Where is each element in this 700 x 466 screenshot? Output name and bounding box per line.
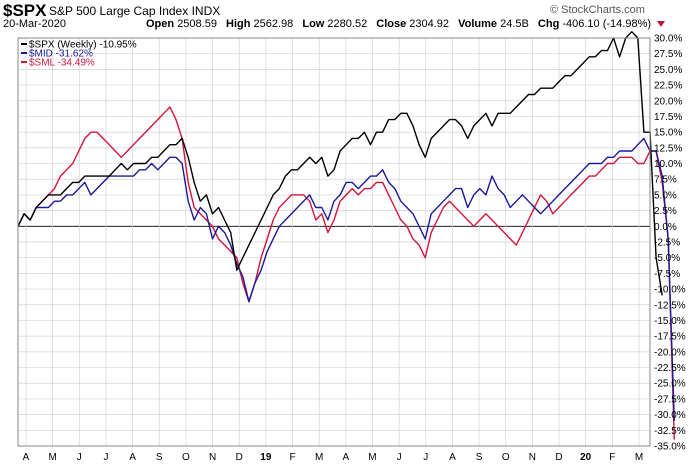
x-tick-label: N: [209, 452, 216, 463]
index-tag: INDX: [191, 4, 221, 18]
legend-entry: $SML -34.49%: [29, 58, 95, 69]
down-arrow-icon: [657, 21, 666, 28]
x-tick-label: S: [156, 452, 163, 463]
y-tick-label: -20.0%: [654, 347, 686, 358]
x-tick-label: J: [397, 452, 402, 463]
y-tick-label: -15.0%: [654, 316, 686, 327]
symbol-description: S&P 500 Large Cap Index INDX: [49, 4, 220, 18]
spx-series-line: [17, 31, 663, 296]
high-value: 2562.98: [253, 18, 294, 30]
y-tick-label: 2.5%: [654, 206, 677, 217]
y-tick-label: 5.0%: [654, 190, 677, 201]
x-tick-label: S: [476, 452, 483, 463]
legend-entry: $MID -31.62%: [29, 49, 93, 60]
y-tick-label: -35.0%: [654, 442, 686, 453]
x-tick-label: A: [342, 452, 349, 463]
volume-label: Volume: [458, 18, 498, 30]
y-tick-label: -17.5%: [654, 332, 686, 343]
y-tick-label: -25.0%: [654, 379, 686, 390]
x-tick-label: A: [129, 452, 136, 463]
open-label: Open: [146, 18, 175, 30]
y-tick-label: -2.5%: [654, 238, 680, 249]
y-tick-label: -7.5%: [654, 269, 680, 280]
y-tick-label: 22.5%: [654, 81, 682, 92]
x-tick-label: F: [289, 452, 295, 463]
legend-entry: $SPX (Weekly) -10.95%: [29, 40, 137, 51]
y-tick-label: -12.5%: [654, 300, 686, 311]
plot-border: [17, 37, 651, 447]
x-tick-label: M: [635, 452, 643, 463]
x-tick-label: M: [48, 452, 56, 463]
chg-value: -406.10 (-14.98%): [562, 18, 652, 30]
y-tick-label: 7.5%: [654, 175, 677, 186]
series-lines: [17, 31, 675, 440]
y-tick-label: -27.5%: [654, 394, 686, 405]
x-tick-label: O: [502, 452, 510, 463]
stockcharts-watermark: © StockCharts.com: [550, 4, 645, 16]
sml-series-line: [17, 106, 675, 440]
high-label: High: [226, 18, 251, 30]
y-tick-label: 15.0%: [654, 128, 682, 139]
x-tick-label: 20: [580, 452, 592, 463]
low-label: Low: [302, 18, 325, 30]
x-tick-label: F: [609, 452, 615, 463]
close-label: Close: [376, 18, 407, 30]
ohlc-summary: Open 2508.59 High 2562.98 Low 2280.52 Cl…: [146, 18, 666, 30]
low-value: 2280.52: [327, 18, 368, 30]
open-value: 2508.59: [177, 18, 217, 30]
x-tick-label: 19: [260, 452, 272, 463]
y-tick-label: 10.0%: [654, 159, 682, 170]
y-tick-label: 20.0%: [654, 96, 682, 107]
quote-date: 20-Mar-2020: [3, 18, 66, 30]
y-tick-label: 17.5%: [654, 112, 682, 123]
description-text: S&P 500 Large Cap Index: [49, 4, 189, 18]
x-tick-label: J: [77, 452, 82, 463]
grid-lines: [18, 37, 650, 447]
volume-value: 24.5B: [500, 18, 529, 30]
chg-label: Chg: [537, 18, 560, 30]
axis-ticks: 30.0% 27.5% 25.0% 22.5% 20.0% 17.5% 15.0% 12.5%…: [23, 34, 686, 464]
legend: $SPX (Weekly) -10.95%$MID -31.62%$SML -3…: [21, 40, 137, 69]
y-tick-label: -30.0%: [654, 410, 686, 421]
y-tick-label: -10.0%: [654, 285, 686, 296]
x-tick-label: A: [449, 452, 456, 463]
x-tick-label: A: [23, 452, 30, 463]
y-tick-label: 25.0%: [654, 65, 682, 76]
x-tick-label: O: [182, 452, 190, 463]
y-tick-label: 27.5%: [654, 49, 682, 60]
mid-series-line: [17, 137, 675, 421]
y-tick-label: -5.0%: [654, 253, 680, 264]
x-tick-label: J: [103, 452, 108, 463]
x-tick-label: N: [529, 452, 536, 463]
x-tick-label: D: [236, 452, 243, 463]
x-tick-label: J: [423, 452, 428, 463]
close-value: 2304.92: [409, 18, 450, 30]
y-tick-label: 12.5%: [654, 143, 682, 154]
symbol-label: $SPX: [3, 1, 47, 20]
y-tick-label: 0.0%: [654, 222, 677, 233]
y-tick-label: 30.0%: [654, 34, 682, 45]
x-tick-label: M: [368, 452, 376, 463]
x-tick-label: M: [315, 452, 323, 463]
y-tick-label: -22.5%: [654, 363, 686, 374]
x-tick-label: D: [555, 452, 562, 463]
y-tick-label: -32.5%: [654, 426, 686, 437]
